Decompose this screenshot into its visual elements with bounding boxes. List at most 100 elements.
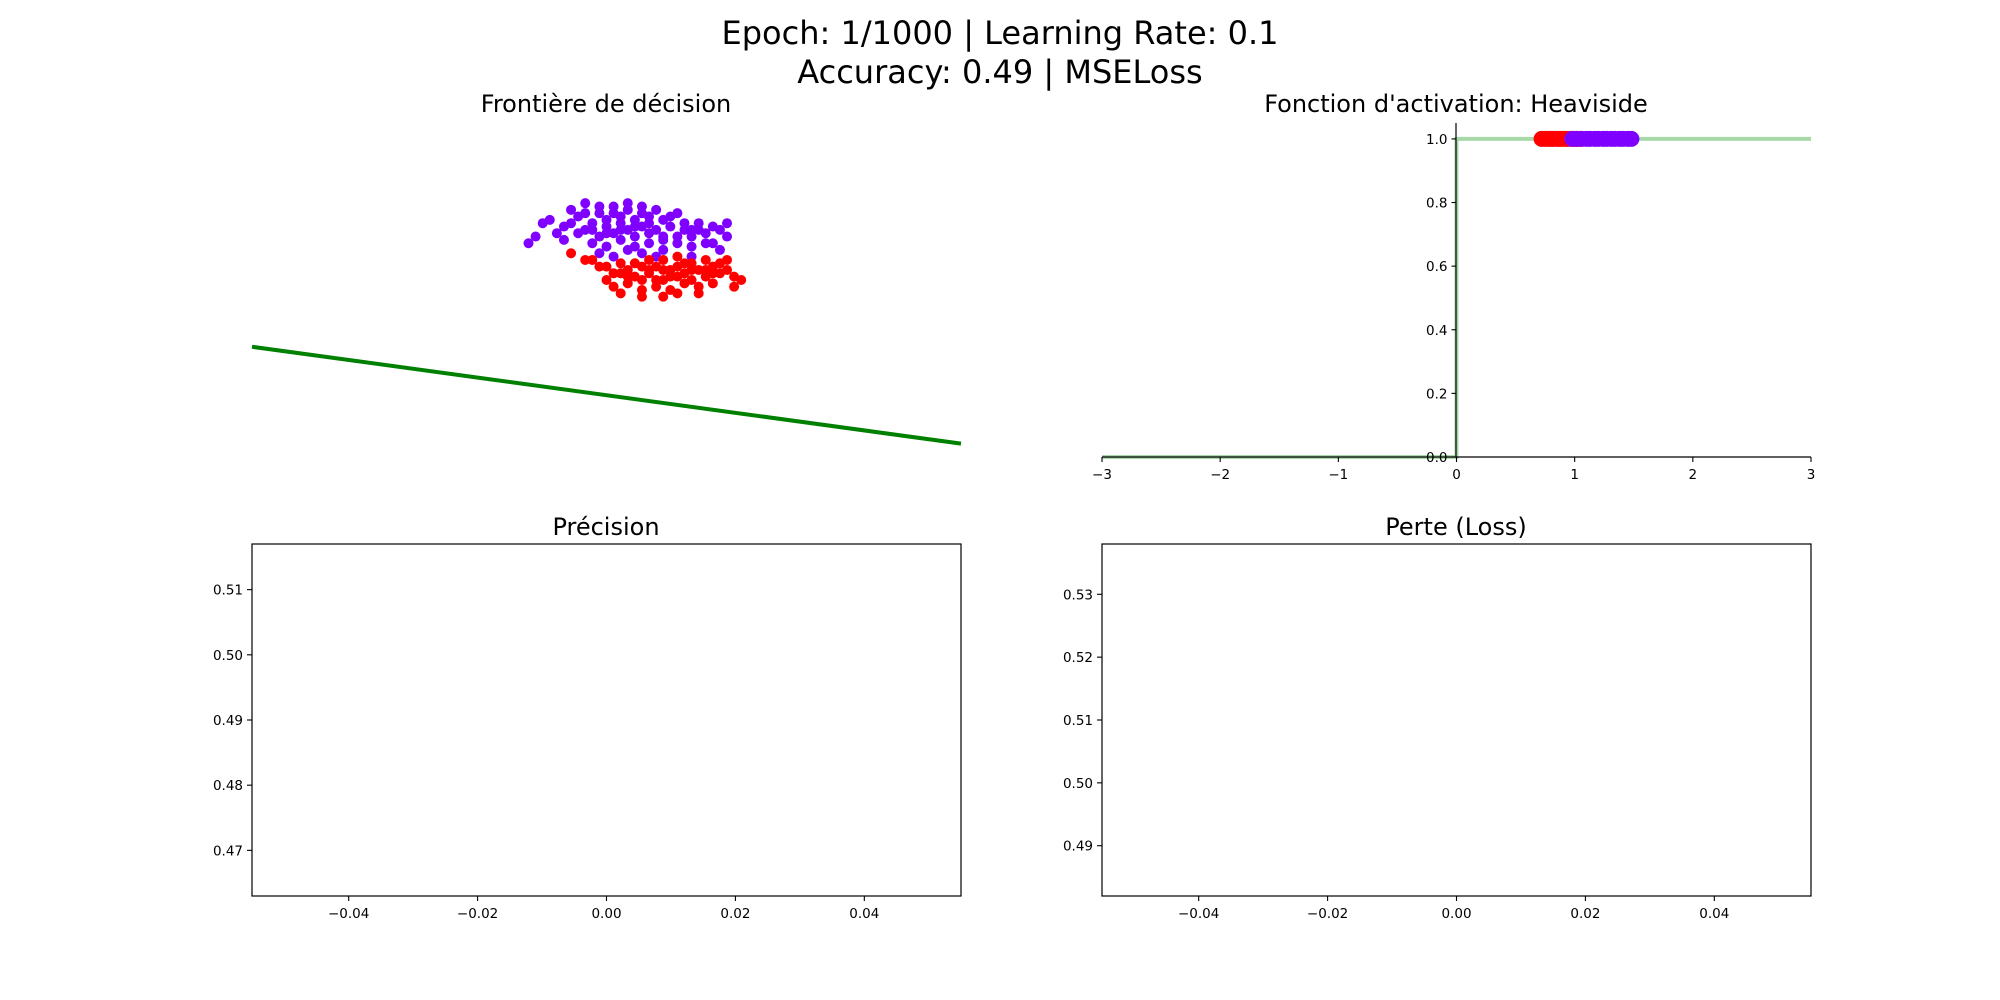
y-tick-label: 0.6: [1426, 259, 1447, 275]
data-point: [722, 264, 733, 275]
x-tick-label: −3: [1092, 467, 1112, 483]
data-point: [601, 274, 612, 285]
decision-boundary-title: Frontière de décision: [481, 90, 731, 118]
data-point: [622, 271, 633, 282]
y-tick-label: 0.50: [213, 648, 243, 664]
data-point: [608, 268, 619, 279]
y-tick-label: 0.53: [1063, 587, 1093, 603]
data-point: [558, 234, 569, 245]
decision-boundary-marks: [251, 198, 962, 446]
data-point: [537, 218, 548, 229]
data-point: [722, 254, 733, 265]
x-tick-label: 0.04: [1699, 906, 1729, 922]
data-point: [714, 244, 725, 255]
data-point: [693, 264, 704, 275]
y-tick-label: 0.49: [213, 713, 243, 729]
activation-point: [1623, 130, 1640, 147]
data-point: [636, 248, 647, 259]
loss-ticks: −0.04 −0.02 0.00 0.02 0.04 0.49 0.50 0.51 0.52 0.…: [1063, 587, 1729, 922]
loss-plot-frame: [1101, 543, 1812, 897]
data-point: [686, 264, 697, 275]
x-tick-label: 0.04: [849, 906, 879, 922]
header-line-1: Epoch: 1/1000 | Learning Rate: 0.1: [722, 14, 1279, 52]
activation-ticks: −3 −2 −1 0 1 2 3 0.0 0.2 0.4 0.6 0.8 1.0: [1092, 132, 1815, 483]
data-point: [594, 248, 605, 259]
data-point: [622, 244, 633, 255]
data-point: [587, 238, 598, 249]
y-tick-label: 0.52: [1063, 650, 1093, 666]
data-point: [644, 228, 655, 239]
x-tick-label: −2: [1210, 467, 1230, 483]
precision-panel: Précision −0.04 −0.02 0.00 0.02 0.04 0.47 0.48…: [213, 513, 962, 922]
x-tick-label: 0.02: [1570, 906, 1600, 922]
data-point: [651, 281, 662, 292]
data-point: [566, 218, 577, 229]
data-point: [707, 238, 718, 249]
precision-plot-frame: [251, 543, 962, 897]
y-tick-label: 0.47: [213, 843, 243, 859]
data-point: [622, 198, 633, 209]
data-point: [636, 274, 647, 285]
x-tick-label: 0.00: [591, 906, 621, 922]
data-point: [615, 234, 626, 245]
data-point: [580, 208, 591, 219]
decision-boundary-line: [251, 344, 962, 446]
data-point: [658, 274, 669, 285]
data-point: [714, 224, 725, 235]
data-point: [658, 231, 669, 242]
data-point: [672, 231, 683, 242]
header-line-2: Accuracy: 0.49 | MSELoss: [797, 53, 1202, 91]
x-tick-label: 0.02: [720, 906, 750, 922]
x-tick-label: −0.02: [1307, 906, 1348, 922]
data-point: [679, 218, 690, 229]
data-point: [636, 201, 647, 212]
data-point: [686, 241, 697, 252]
x-tick-label: −0.02: [457, 906, 498, 922]
y-tick-label: 0.49: [1063, 839, 1093, 855]
data-point: [665, 264, 676, 275]
data-point: [644, 238, 655, 249]
data-point: [672, 288, 683, 299]
precision-title: Précision: [552, 513, 659, 541]
data-point: [736, 274, 747, 285]
data-point: [615, 288, 626, 299]
data-point: [651, 261, 662, 272]
data-point: [665, 221, 676, 232]
y-tick-label: 0.0: [1426, 450, 1447, 466]
data-point: [587, 224, 598, 235]
y-tick-label: 0.2: [1426, 386, 1447, 402]
data-point: [566, 204, 577, 215]
data-point: [636, 291, 647, 302]
loss-title: Perte (Loss): [1385, 513, 1526, 541]
loss-panel: Perte (Loss) −0.04 −0.02 0.00 0.02 0.04 0.49 0…: [1063, 513, 1812, 922]
x-tick-label: 3: [1807, 467, 1816, 483]
x-tick-label: 1: [1570, 467, 1579, 483]
data-point: [594, 201, 605, 212]
y-tick-label: 0.51: [213, 583, 243, 599]
data-point: [615, 258, 626, 269]
data-point: [686, 224, 697, 235]
y-tick-label: 0.48: [213, 778, 243, 794]
data-point: [608, 281, 619, 292]
x-tick-label: 0.00: [1441, 906, 1471, 922]
data-point: [672, 271, 683, 282]
data-point: [601, 261, 612, 272]
data-point: [530, 231, 541, 242]
x-tick-label: −0.04: [328, 906, 369, 922]
data-point: [722, 231, 733, 242]
activation-panel: Fonction d'activation: Heaviside −3 −2 −1 0…: [1092, 90, 1815, 483]
y-tick-label: 1.0: [1426, 132, 1447, 148]
x-tick-label: 2: [1689, 467, 1698, 483]
data-point: [573, 228, 584, 239]
data-point: [644, 211, 655, 222]
data-point: [729, 281, 740, 292]
y-tick-label: 0.8: [1426, 196, 1447, 212]
data-point: [523, 238, 534, 249]
data-point: [608, 251, 619, 262]
data-point: [679, 278, 690, 289]
data-point: [629, 258, 640, 269]
data-point: [580, 254, 591, 265]
data-point: [707, 278, 718, 289]
data-point: [658, 254, 669, 265]
